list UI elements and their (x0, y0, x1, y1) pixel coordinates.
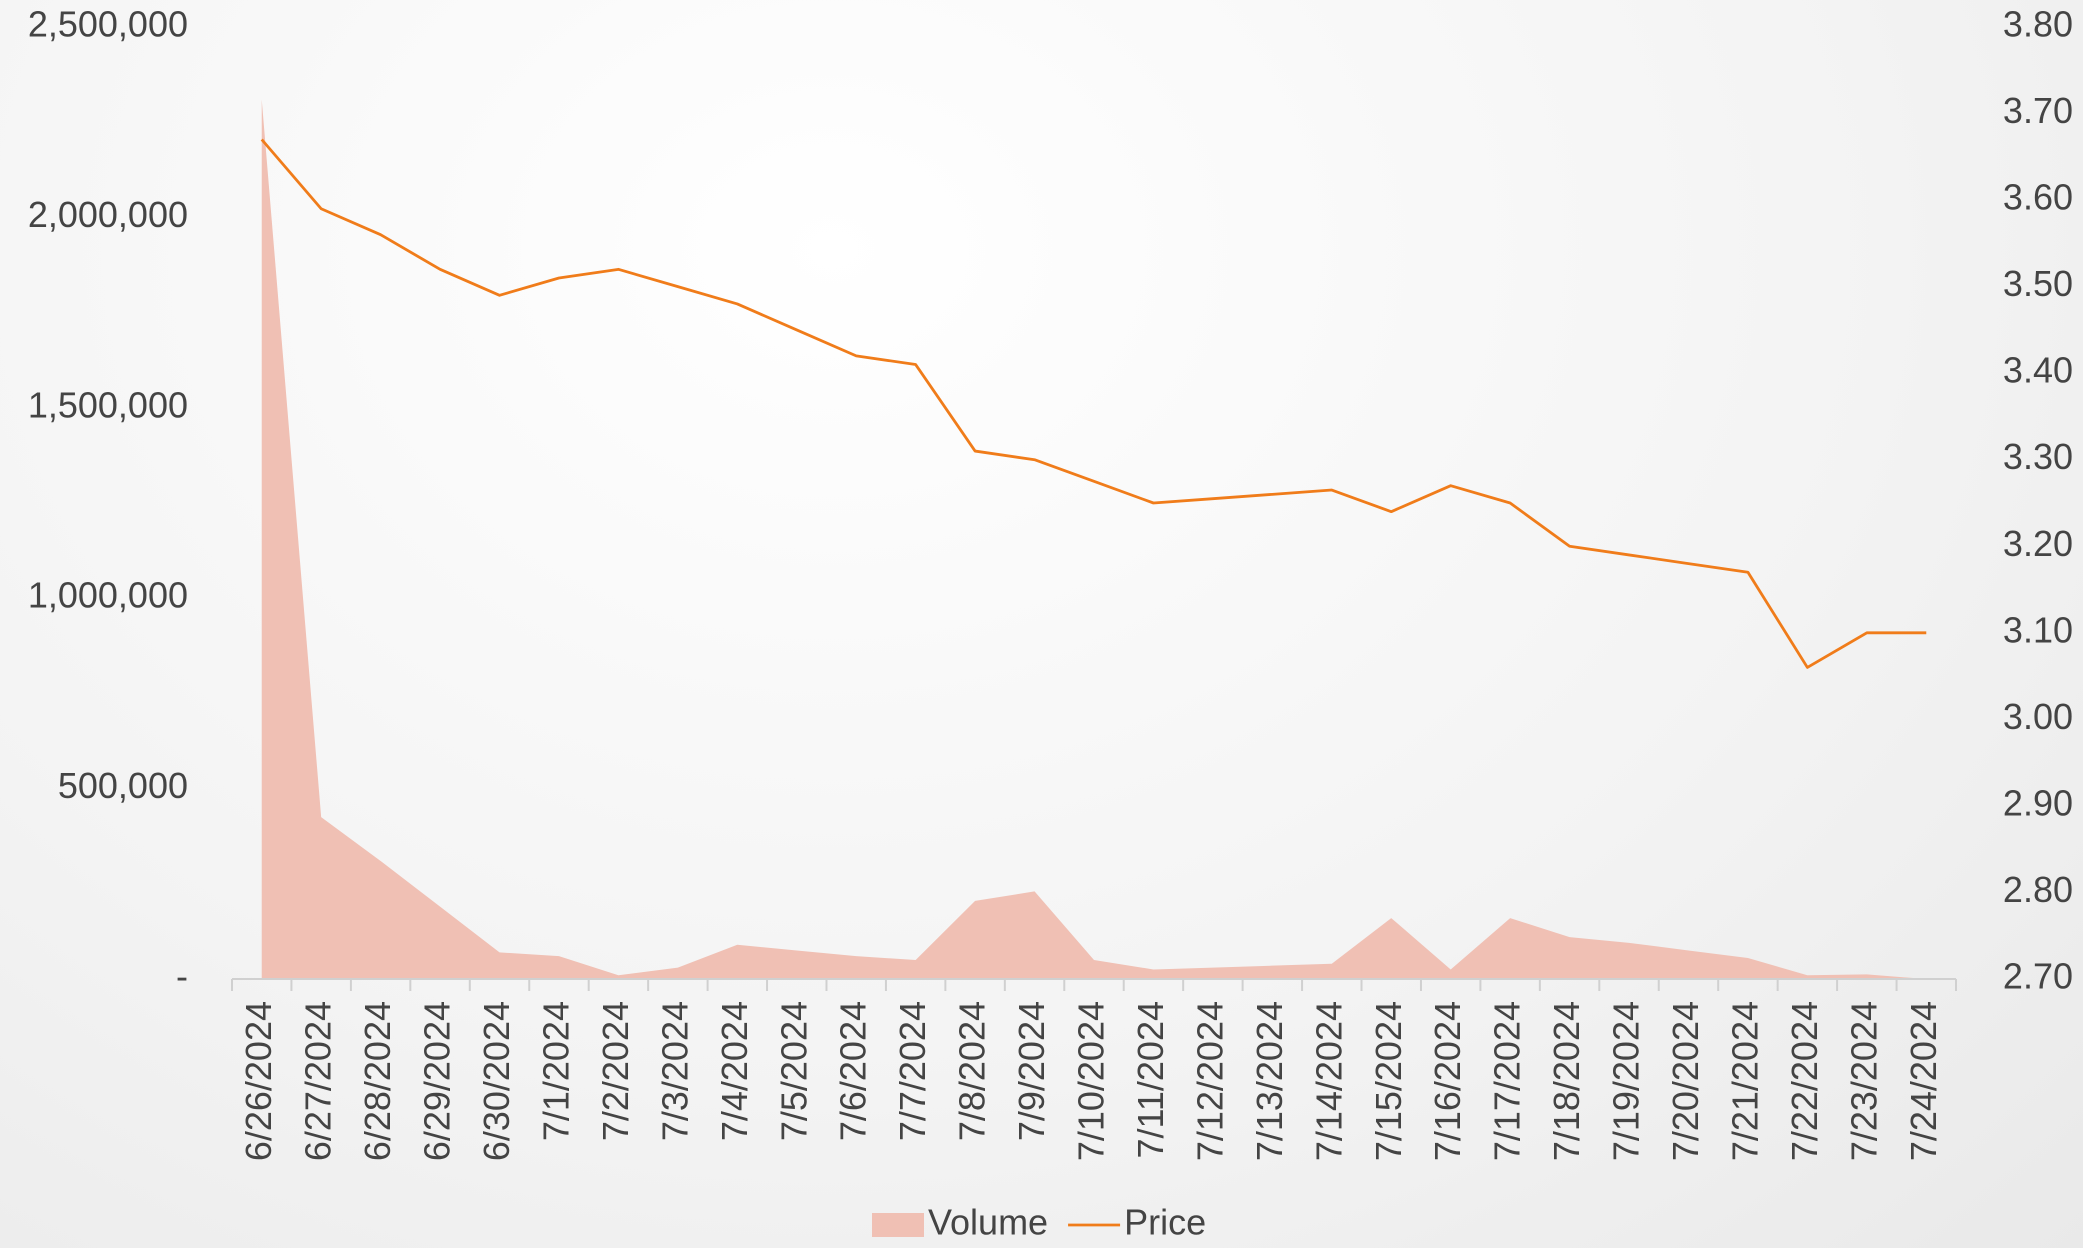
x-tick-label: 7/22/2024 (1784, 1001, 1825, 1161)
y-tick-label: 500,000 (58, 765, 188, 806)
y2-tick-label: 2.80 (2003, 869, 2073, 910)
x-tick-label: 6/29/2024 (417, 1001, 458, 1161)
x-tick-label: 7/14/2024 (1308, 1001, 1349, 1161)
y2-tick-label: 3.40 (2003, 350, 2073, 391)
legend-swatch (872, 1213, 924, 1237)
x-tick-label: 7/12/2024 (1189, 1001, 1230, 1161)
y2-tick-label: 2.90 (2003, 782, 2073, 823)
y2-tick-label: 3.10 (2003, 609, 2073, 650)
x-tick-label: 7/23/2024 (1843, 1001, 1884, 1161)
y2-tick-label: 3.30 (2003, 436, 2073, 477)
y-tick-label: 2,500,000 (28, 4, 188, 45)
x-tick-label: 7/10/2024 (1071, 1001, 1112, 1161)
x-tick-label: 6/30/2024 (476, 1001, 517, 1161)
x-tick-label: 7/5/2024 (773, 1001, 814, 1141)
y2-tick-label: 3.80 (2003, 4, 2073, 45)
x-tick-label: 7/4/2024 (714, 1001, 755, 1141)
x-tick-label: 7/7/2024 (892, 1001, 933, 1141)
x-tick-label: 7/18/2024 (1546, 1001, 1587, 1161)
y2-tick-label: 3.20 (2003, 523, 2073, 564)
y-tick-label: 1,000,000 (28, 575, 188, 616)
y2-tick-label: 3.00 (2003, 696, 2073, 737)
x-tick-label: 7/2/2024 (595, 1001, 636, 1141)
x-tick-label: 7/8/2024 (952, 1001, 993, 1141)
volume-area (262, 99, 1927, 979)
x-tick-label: 6/27/2024 (298, 1001, 339, 1161)
x-tick-label: 7/17/2024 (1487, 1001, 1528, 1161)
y2-tick-label: 3.70 (2003, 90, 2073, 131)
x-tick-label: 7/13/2024 (1249, 1001, 1290, 1161)
x-tick-label: 6/26/2024 (238, 1001, 279, 1161)
x-tick-label: 7/9/2024 (1011, 1001, 1052, 1141)
page: {"chart_data": {"type": "area-line", "ca… (0, 0, 2083, 1248)
x-tick-label: 7/21/2024 (1724, 1001, 1765, 1161)
y2-tick-label: 3.60 (2003, 177, 2073, 218)
x-tick-label: 7/1/2024 (535, 1001, 576, 1141)
y2-tick-label: 2.70 (2003, 956, 2073, 997)
x-tick-label: 7/11/2024 (1130, 1001, 1171, 1158)
y-tick-label: - (176, 956, 188, 997)
y2-tick-label: 3.50 (2003, 263, 2073, 304)
legend-label: Volume (928, 1202, 1048, 1243)
price-line (262, 140, 1927, 668)
legend-label: Price (1124, 1202, 1206, 1243)
y-tick-label: 1,500,000 (28, 384, 188, 425)
chart: - 500,000 1,000,000 1,500,000 2,000,000 2,500… (0, 0, 2083, 1248)
x-tick-label: 7/20/2024 (1665, 1001, 1706, 1161)
x-tick-label: 7/3/2024 (654, 1001, 695, 1141)
x-tick-label: 7/16/2024 (1427, 1001, 1468, 1161)
x-tick-label: 6/28/2024 (357, 1001, 398, 1161)
x-tick-label: 7/24/2024 (1903, 1001, 1944, 1161)
x-tick-label: 7/6/2024 (833, 1001, 874, 1141)
y-tick-label: 2,000,000 (28, 194, 188, 235)
x-tick-label: 7/15/2024 (1368, 1001, 1409, 1161)
x-tick-label: 7/19/2024 (1606, 1001, 1647, 1161)
